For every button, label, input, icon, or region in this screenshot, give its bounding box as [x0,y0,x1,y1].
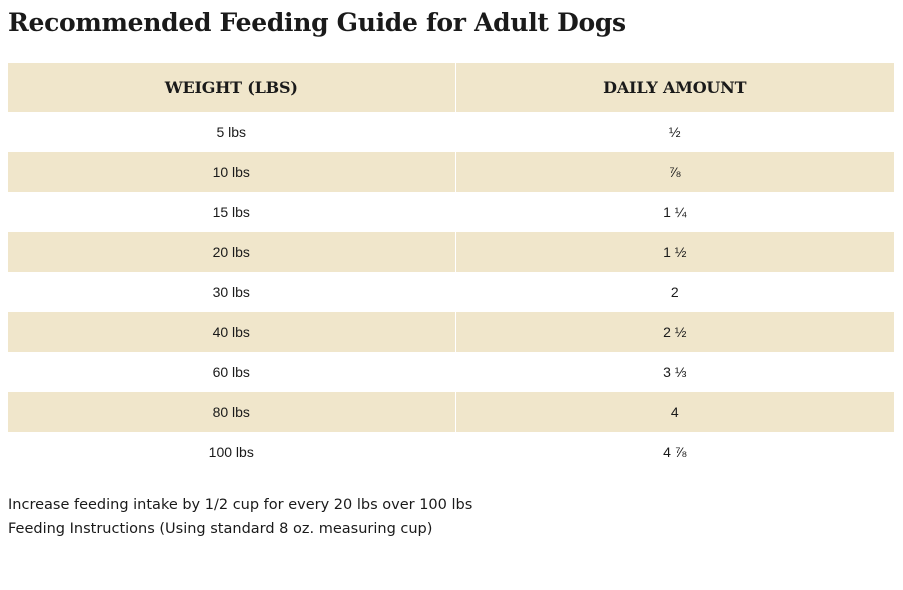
table-row: 15 lbs 1 ¼ [8,192,894,232]
weight-cell: 20 lbs [8,232,456,272]
amount-cell: ½ [668,124,681,140]
table-row: 30 lbs 2 [8,272,894,312]
note-feeding-instructions: Feeding Instructions (Using standard 8 o… [8,521,433,537]
amount-cell: ⅞ [455,152,894,192]
weight-cell: 100 lbs [8,432,456,472]
weight-cell: 15 lbs [8,192,456,232]
amount-cell: 1 ½ [455,232,894,272]
feeding-table-container: WEIGHT (LBS) DAILY AMOUNT 5 lbs ½ 10 lbs… [8,63,894,472]
weight-cell: 80 lbs [8,392,456,432]
weight-cell: 40 lbs [8,312,456,352]
table-header-row: WEIGHT (LBS) DAILY AMOUNT [8,63,894,112]
table-row: 100 lbs 4 ⅞ [8,432,894,472]
weight-cell: 5 lbs [8,112,456,152]
table-row: 20 lbs 1 ½ [8,232,894,272]
weight-cell: 60 lbs [8,352,456,392]
page-title: Recommended Feeding Guide for Adult Dogs [8,8,626,37]
feeding-notes: Increase feeding intake by 1/2 cup for e… [8,493,472,541]
table-row: 60 lbs 3 ⅓ [8,352,894,392]
table-row: 5 lbs ½ [8,112,894,152]
weight-cell: 10 lbs [8,152,456,192]
amount-cell: 1 ¼ [663,204,687,220]
weight-cell: 30 lbs [8,272,456,312]
feeding-table: WEIGHT (LBS) DAILY AMOUNT 5 lbs ½ 10 lbs… [8,63,894,472]
amount-cell: 2 ½ [455,312,894,352]
table-row: 80 lbs 4 [8,392,894,432]
table-row: 10 lbs ⅞ [8,152,894,192]
note-increase-intake: Increase feeding intake by 1/2 cup for e… [8,497,473,513]
column-header-daily-amount: DAILY AMOUNT [455,63,894,112]
amount-cell: 2 [670,284,679,300]
column-header-weight: WEIGHT (LBS) [8,63,456,112]
amount-cell: 4 ⅞ [663,444,687,460]
amount-cell: 3 ⅓ [663,364,687,380]
table-header: WEIGHT (LBS) DAILY AMOUNT [8,63,894,112]
amount-cell: 4 [455,392,894,432]
table-body: 5 lbs ½ 10 lbs ⅞ 15 lbs 1 ¼ 20 lbs 1 ½ 3… [8,112,894,472]
table-row: 40 lbs 2 ½ [8,312,894,352]
